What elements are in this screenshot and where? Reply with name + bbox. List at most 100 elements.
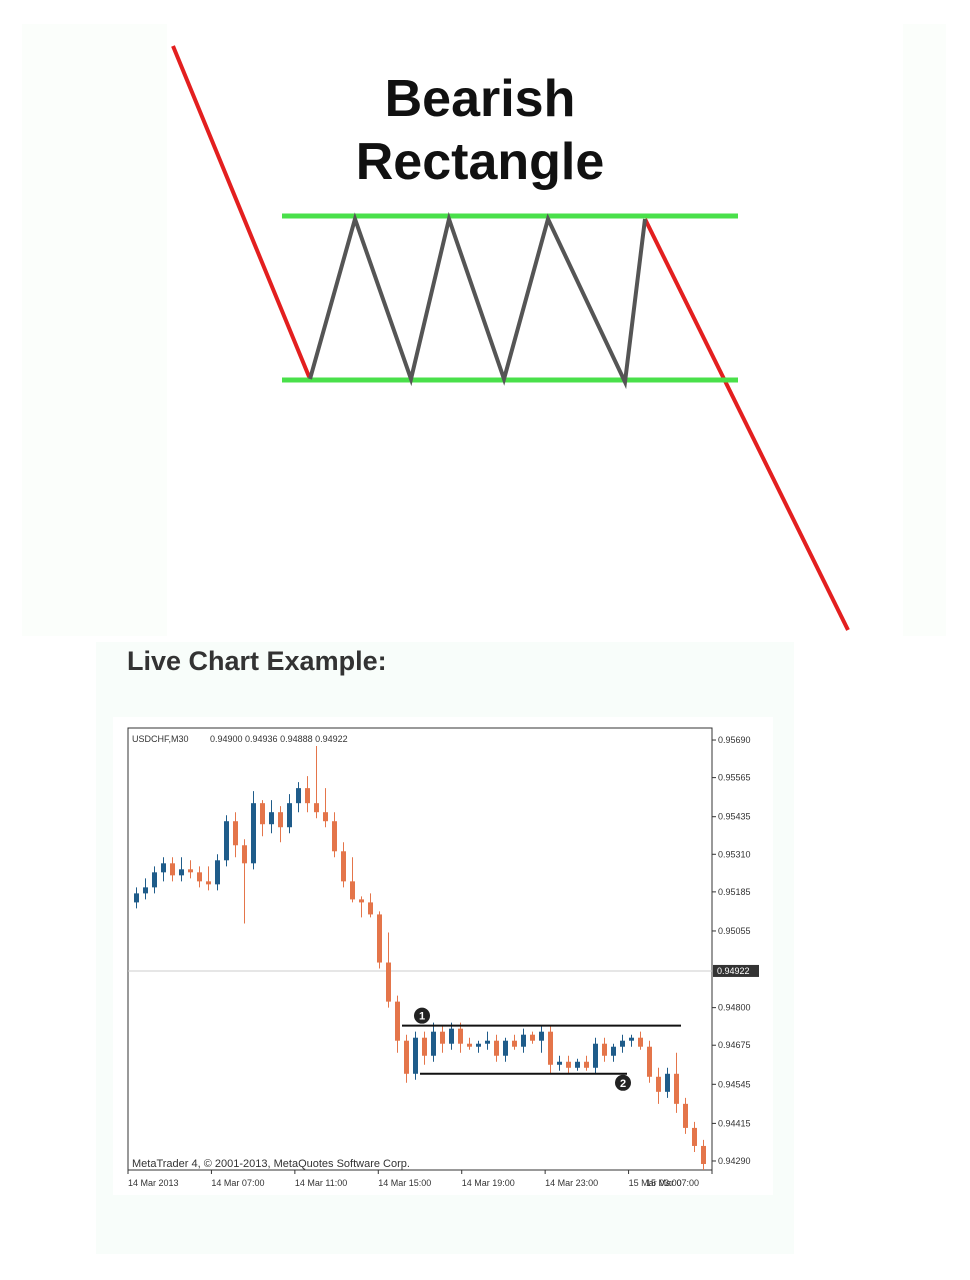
candle-body xyxy=(575,1061,580,1068)
candle-body xyxy=(683,1103,688,1128)
candle xyxy=(566,1055,571,1074)
candle xyxy=(431,1022,436,1062)
candle xyxy=(503,1037,508,1062)
candle-body xyxy=(224,821,229,861)
candle-body xyxy=(674,1073,679,1104)
candle-body xyxy=(413,1037,418,1074)
candle xyxy=(692,1121,697,1152)
downtrend-line-in xyxy=(171,45,312,380)
candle-body xyxy=(305,788,310,804)
candle-body xyxy=(206,881,211,885)
current-price-label: 0.94922 xyxy=(717,966,750,976)
y-tick-label: 0.94415 xyxy=(718,1118,751,1128)
candle-body xyxy=(422,1037,427,1056)
candle-body xyxy=(296,788,301,804)
candle-body xyxy=(188,869,193,873)
candle xyxy=(485,1031,490,1050)
candle-body xyxy=(602,1043,607,1056)
chart-area: 1 2 0.95690 0.95565 0.95435 0.95310 0.95185 0.… xyxy=(113,717,773,1195)
candle-body xyxy=(161,863,166,873)
candle-body xyxy=(566,1061,571,1068)
candle-body xyxy=(458,1028,463,1044)
x-tick-label: 15 Mar 03:00 xyxy=(629,1178,682,1188)
y-tick-label: 0.95055 xyxy=(718,926,751,936)
candle-body xyxy=(278,812,283,828)
candle xyxy=(314,746,319,819)
chart-ohlc: 0.94900 0.94936 0.94888 0.94922 xyxy=(210,734,348,744)
candle-body xyxy=(323,812,328,822)
candle xyxy=(404,1034,409,1083)
y-tick-label: 0.95435 xyxy=(718,812,751,822)
candle-body xyxy=(620,1040,625,1047)
candle xyxy=(584,1055,589,1071)
candle-body xyxy=(557,1061,562,1065)
plot-frame xyxy=(127,727,713,1171)
candle-body xyxy=(134,893,139,903)
candle-body xyxy=(260,803,265,825)
x-tick-label: 14 Mar 19:00 xyxy=(462,1178,515,1188)
candle-body xyxy=(359,899,364,903)
y-tick-label: 0.94675 xyxy=(718,1040,751,1050)
candle-body xyxy=(440,1031,445,1044)
candle xyxy=(422,1031,427,1065)
candle xyxy=(458,1022,463,1053)
candle-body xyxy=(701,1145,706,1164)
candle xyxy=(305,776,310,813)
candle xyxy=(467,1037,472,1050)
candle xyxy=(197,866,202,888)
y-tick-label: 0.95690 xyxy=(718,735,751,745)
candle-body xyxy=(215,860,220,885)
candle xyxy=(350,857,355,903)
candle xyxy=(242,839,247,924)
marker-1 xyxy=(414,1007,430,1024)
candle xyxy=(215,854,220,891)
current-price-badge xyxy=(713,964,759,977)
candle xyxy=(134,887,139,909)
marker-1-label: 1 xyxy=(419,1011,425,1023)
candle xyxy=(683,1097,688,1134)
y-tick-label: 0.95310 xyxy=(718,849,751,859)
candle-body xyxy=(143,887,148,894)
candle xyxy=(539,1025,544,1053)
candle-body xyxy=(638,1037,643,1047)
candle xyxy=(521,1028,526,1053)
candle xyxy=(557,1055,562,1071)
candle xyxy=(179,857,184,882)
candle-body xyxy=(197,872,202,882)
candle-body xyxy=(485,1040,490,1044)
candle xyxy=(386,932,391,1008)
candle xyxy=(287,794,292,834)
candle xyxy=(413,1031,418,1080)
candle-body xyxy=(269,812,274,825)
candle-body xyxy=(611,1046,616,1056)
candle xyxy=(674,1052,679,1113)
diagram-panel xyxy=(22,24,946,636)
candle xyxy=(224,815,229,867)
candle-body xyxy=(665,1073,670,1092)
candle-body xyxy=(152,872,157,888)
candle-body xyxy=(341,851,346,882)
candle xyxy=(170,857,175,882)
candle xyxy=(377,911,382,969)
candle xyxy=(440,1025,445,1053)
y-tick-label: 0.94545 xyxy=(718,1079,751,1089)
candle-body xyxy=(512,1040,517,1047)
diagram-title: Bearish Rectangle xyxy=(300,68,660,194)
candle-body xyxy=(629,1037,634,1041)
marker-2 xyxy=(615,1074,631,1091)
candle xyxy=(548,1025,553,1074)
chart-symbol: USDCHF,M30 xyxy=(132,734,189,744)
candle xyxy=(359,896,364,918)
candle xyxy=(206,866,211,891)
candle xyxy=(476,1040,481,1053)
candle xyxy=(530,1031,535,1044)
candle xyxy=(665,1067,670,1098)
candle-body xyxy=(656,1076,661,1092)
candle-body xyxy=(647,1046,652,1077)
candlestick-chart: 1 2 0.95690 0.95565 0.95435 0.95310 0.95185 0.… xyxy=(127,727,759,1188)
candle xyxy=(332,812,337,858)
candle xyxy=(341,842,346,888)
candle-body xyxy=(584,1061,589,1068)
candle-body xyxy=(386,962,391,1002)
candle xyxy=(251,791,256,870)
